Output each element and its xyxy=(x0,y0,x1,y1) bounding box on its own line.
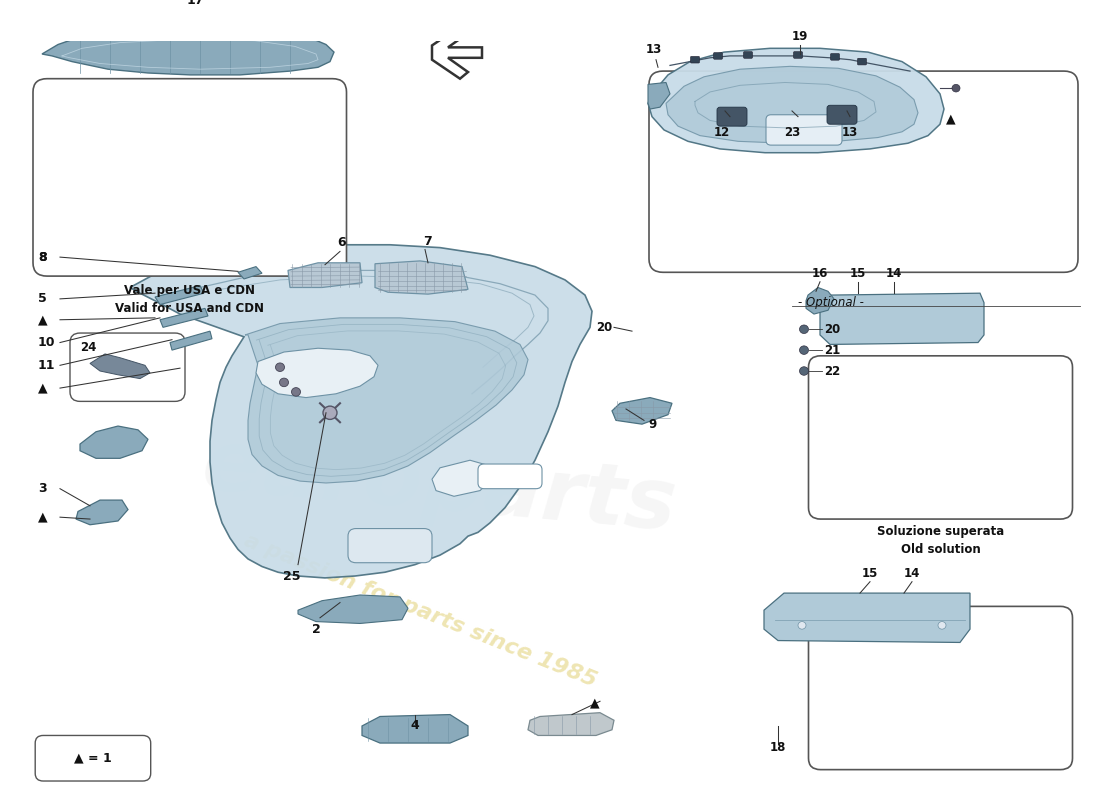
Polygon shape xyxy=(76,500,128,525)
Text: europarts: europarts xyxy=(199,425,681,549)
Text: 11: 11 xyxy=(39,359,55,372)
Polygon shape xyxy=(362,714,468,743)
Text: 2: 2 xyxy=(311,623,320,637)
Circle shape xyxy=(323,406,337,419)
Text: 9: 9 xyxy=(648,418,657,430)
Polygon shape xyxy=(155,286,204,305)
Polygon shape xyxy=(806,287,834,314)
Polygon shape xyxy=(666,66,918,143)
FancyBboxPatch shape xyxy=(744,52,752,58)
Circle shape xyxy=(798,622,806,629)
Text: 19: 19 xyxy=(792,30,808,42)
FancyBboxPatch shape xyxy=(478,464,542,489)
Text: Vale per USA e CDN
Valid for USA and CDN: Vale per USA e CDN Valid for USA and CDN xyxy=(116,284,264,314)
Text: 6: 6 xyxy=(338,235,346,249)
Text: 15: 15 xyxy=(850,267,866,280)
FancyBboxPatch shape xyxy=(348,529,432,562)
Text: 3: 3 xyxy=(39,482,46,495)
FancyBboxPatch shape xyxy=(793,52,803,58)
Polygon shape xyxy=(432,460,492,496)
Circle shape xyxy=(800,366,808,375)
Text: ▲: ▲ xyxy=(946,112,956,125)
Circle shape xyxy=(938,622,946,629)
Polygon shape xyxy=(170,331,212,350)
Circle shape xyxy=(800,325,808,334)
FancyBboxPatch shape xyxy=(691,56,700,63)
Circle shape xyxy=(279,378,288,386)
Polygon shape xyxy=(245,318,528,483)
Text: 18: 18 xyxy=(770,742,786,754)
Polygon shape xyxy=(288,263,362,287)
Text: 20: 20 xyxy=(824,322,840,336)
FancyBboxPatch shape xyxy=(827,106,857,124)
Text: ▲: ▲ xyxy=(39,382,47,394)
Text: ▲: ▲ xyxy=(590,697,600,710)
Polygon shape xyxy=(648,82,670,109)
Polygon shape xyxy=(528,713,614,735)
Polygon shape xyxy=(90,354,150,378)
FancyBboxPatch shape xyxy=(766,114,842,145)
FancyBboxPatch shape xyxy=(858,58,867,65)
Text: 17: 17 xyxy=(186,0,204,6)
Text: Soluzione superata
Old solution: Soluzione superata Old solution xyxy=(877,525,1004,556)
Text: ▲: ▲ xyxy=(39,314,47,326)
Polygon shape xyxy=(764,593,970,642)
Text: 21: 21 xyxy=(824,344,840,357)
Polygon shape xyxy=(238,266,262,279)
Polygon shape xyxy=(432,26,482,78)
Polygon shape xyxy=(648,48,944,153)
Polygon shape xyxy=(375,261,468,294)
Polygon shape xyxy=(298,595,408,623)
FancyBboxPatch shape xyxy=(717,107,747,126)
Polygon shape xyxy=(612,398,672,424)
Polygon shape xyxy=(130,245,592,578)
Text: - Optional -: - Optional - xyxy=(798,296,864,309)
Text: 8: 8 xyxy=(39,250,46,264)
Text: 22: 22 xyxy=(824,365,840,378)
Text: 13: 13 xyxy=(842,126,858,139)
FancyBboxPatch shape xyxy=(649,71,1078,272)
Text: 13: 13 xyxy=(646,43,662,56)
Text: 14: 14 xyxy=(904,567,921,580)
FancyBboxPatch shape xyxy=(35,735,151,781)
Circle shape xyxy=(800,346,808,354)
Polygon shape xyxy=(256,348,378,398)
Polygon shape xyxy=(42,26,334,75)
FancyBboxPatch shape xyxy=(33,78,347,276)
Circle shape xyxy=(952,84,960,92)
FancyBboxPatch shape xyxy=(70,333,185,402)
FancyBboxPatch shape xyxy=(830,54,839,60)
Text: 4: 4 xyxy=(410,719,419,732)
Text: 16: 16 xyxy=(812,267,828,280)
Circle shape xyxy=(275,363,285,371)
FancyBboxPatch shape xyxy=(808,606,1072,770)
Text: 5: 5 xyxy=(39,292,46,306)
Polygon shape xyxy=(160,308,208,327)
Text: 14: 14 xyxy=(886,267,902,280)
Text: 25: 25 xyxy=(284,570,300,583)
Text: a passion for parts since 1985: a passion for parts since 1985 xyxy=(241,530,600,690)
Text: 23: 23 xyxy=(784,126,800,139)
Text: 20: 20 xyxy=(596,321,612,334)
Text: 8: 8 xyxy=(39,250,46,264)
Text: ▲ = 1: ▲ = 1 xyxy=(74,752,112,765)
FancyBboxPatch shape xyxy=(808,356,1072,519)
Circle shape xyxy=(292,388,300,396)
Text: 10: 10 xyxy=(39,336,55,349)
Text: 24: 24 xyxy=(80,341,97,354)
Text: 7: 7 xyxy=(424,234,432,248)
Polygon shape xyxy=(80,426,148,458)
Text: 15: 15 xyxy=(861,567,878,580)
Polygon shape xyxy=(820,293,984,345)
FancyBboxPatch shape xyxy=(714,53,723,59)
Text: 12: 12 xyxy=(714,126,730,139)
Text: ▲: ▲ xyxy=(39,510,47,524)
